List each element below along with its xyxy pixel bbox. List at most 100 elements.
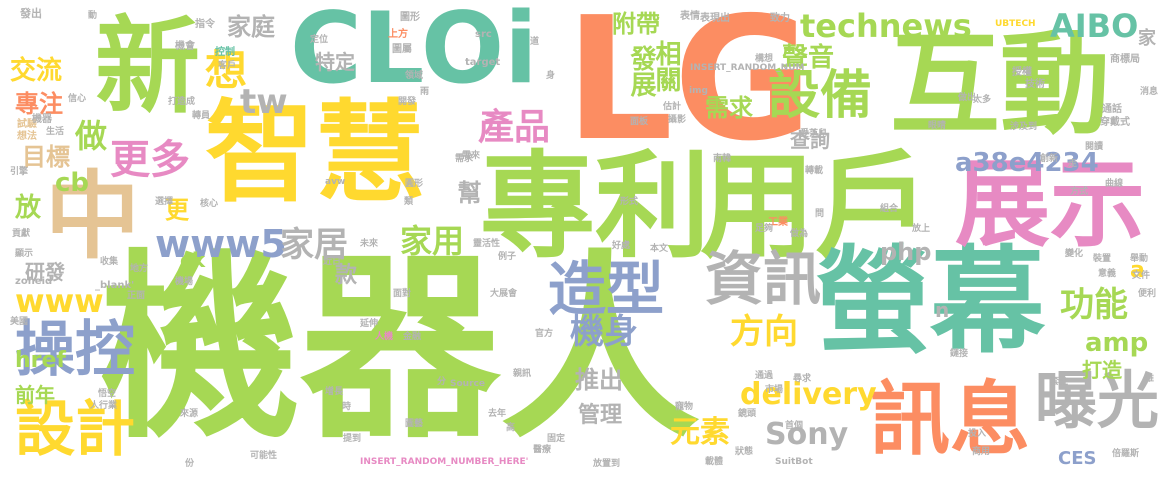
word-small-79: 文件 (1132, 271, 1151, 281)
word-small-100: 市場 (765, 385, 784, 395)
word-attached: 附帶 (612, 10, 660, 38)
word-small-16: src (475, 29, 492, 40)
word-small-121: 放置到 (593, 459, 621, 469)
word-body: 機身 (570, 312, 638, 352)
word-small-34: 眼睛 (928, 121, 947, 131)
word-rnd: 研發 (25, 260, 65, 284)
word-small-46: 創新 (1040, 154, 1059, 164)
word-small-117: 份 (185, 459, 195, 469)
word-small-49: 南韓 (713, 154, 732, 164)
word-small-13: 圖屬 (392, 44, 412, 55)
word-small-0: 發出 (20, 7, 42, 20)
word-small-110: 固定 (547, 434, 566, 444)
word-small-57: avw (325, 177, 346, 187)
word-small-124: SuitBot (775, 457, 813, 467)
word-small-81: _blank' (95, 280, 135, 291)
word-small-63: 工業 (768, 217, 788, 228)
word-small-44: 愛范兒 (800, 129, 828, 139)
word-small-60: 形式 (620, 197, 639, 207)
word-small-126: 需來 (462, 151, 481, 161)
word-small-64: 足夠 (755, 224, 774, 234)
word-small-31: 通話 (1102, 104, 1122, 115)
word-build: 打造 (1082, 358, 1122, 382)
word-element: 元素 (670, 415, 730, 450)
word-lg: LG (565, 0, 813, 179)
word-robot: 機器人 (100, 233, 701, 466)
word-need: 需求 (705, 94, 753, 122)
word-small-12: 圖形 (400, 12, 420, 23)
word-small-93: 悟空 (98, 389, 117, 399)
word-household: 家用 (400, 222, 465, 260)
word-small-58: 圓形 (405, 179, 424, 189)
word-function: 功能 (1060, 285, 1128, 325)
word-small-86: 便利 (1138, 289, 1157, 299)
word-small-83: 機場 (175, 277, 194, 287)
word-related: 相關 (651, 40, 681, 92)
word-help: 幫 (453, 180, 481, 204)
word-small-45: 閱讀 (1085, 142, 1104, 152)
word-small-76: 舉動 (1130, 254, 1149, 264)
word-small-78: 意義 (1098, 269, 1117, 279)
word-small-61: 組合 (880, 204, 899, 214)
word-small-120: 醫療 (533, 445, 552, 455)
word-small-80: zoneid (15, 276, 53, 287)
word-small-52: 方式 (1070, 187, 1089, 197)
word-small-116: 倍羅斯 (1112, 449, 1140, 459)
word-small-109: 高 (506, 423, 516, 433)
word-small-73: 靈活性 (473, 239, 501, 249)
word-small-1: 試驗 (17, 119, 37, 130)
word-small-10: 信心 (68, 94, 87, 104)
word-small-38: 開發 (398, 97, 417, 107)
word-small-105: 來源 (180, 409, 199, 419)
word-small-70: 收集 (100, 257, 119, 267)
word-small-40: 攝影 (668, 115, 687, 125)
word-small-88: 延伸 (360, 319, 379, 329)
word-small-62: 問 (815, 209, 825, 219)
word-small-29: 太多 (973, 95, 992, 105)
word-small-15: 領域 (405, 71, 424, 81)
word-small-92: 鏈接 (950, 349, 969, 359)
word-small-90: 金融 (403, 332, 422, 342)
word-small-106: 提到 (343, 434, 362, 444)
word-small-84: 面對 (393, 289, 412, 299)
word-manage: 管理 (578, 403, 623, 428)
word-query: 查詢 (790, 128, 830, 152)
word-form: 造型 (548, 255, 665, 323)
word-family: 家庭 (227, 13, 275, 41)
word-small-53: 引擎 (10, 167, 29, 177)
word-small-50: 轉載 (805, 166, 824, 176)
word-small-72: 未來 (360, 239, 379, 249)
word-aibo: AIBO (1050, 7, 1139, 45)
word-small-71: 地方 (130, 264, 149, 274)
word-style: 款 (335, 263, 358, 288)
word-small-123: 狀態 (735, 447, 754, 457)
word-user: 用戶 (700, 140, 931, 274)
word-interact: 互動 (890, 21, 1110, 149)
word-small-91: 官方 (535, 329, 554, 339)
word-small-21: 表現出 (700, 13, 730, 24)
word-small-33: 涉及到 (1010, 122, 1038, 132)
word-small-22: 致力 (770, 13, 790, 24)
word-small-94: 人行業 (90, 401, 118, 411)
word-www: www (15, 282, 104, 320)
word-small-115: 商用 (972, 447, 991, 457)
word-small-103: 增長 (325, 387, 344, 397)
word-small-8: 客戶 (218, 61, 237, 71)
word-small-17: target (465, 57, 501, 68)
word-small-25: 商標局 (1110, 54, 1140, 65)
word-small-4: 生活 (46, 127, 65, 137)
word-info: 資訊 (705, 245, 822, 313)
word-delivery: delivery (740, 377, 877, 412)
word-small-75: 裝置 (1093, 254, 1112, 264)
word-exposure: 曝光 (1035, 364, 1160, 437)
word-small-11: 上方 (388, 29, 408, 40)
word-house: 家 (1138, 28, 1156, 49)
word-device: 設備 (768, 66, 873, 126)
word-small-107: 圖藝 (405, 419, 424, 429)
word-design: 設計 (15, 395, 135, 465)
word-small-118: 可能性 (250, 451, 278, 461)
word-put: 放 (15, 193, 42, 223)
word-small-47: 走 (1068, 159, 1078, 169)
word-patent-user: 專利 (480, 140, 711, 274)
